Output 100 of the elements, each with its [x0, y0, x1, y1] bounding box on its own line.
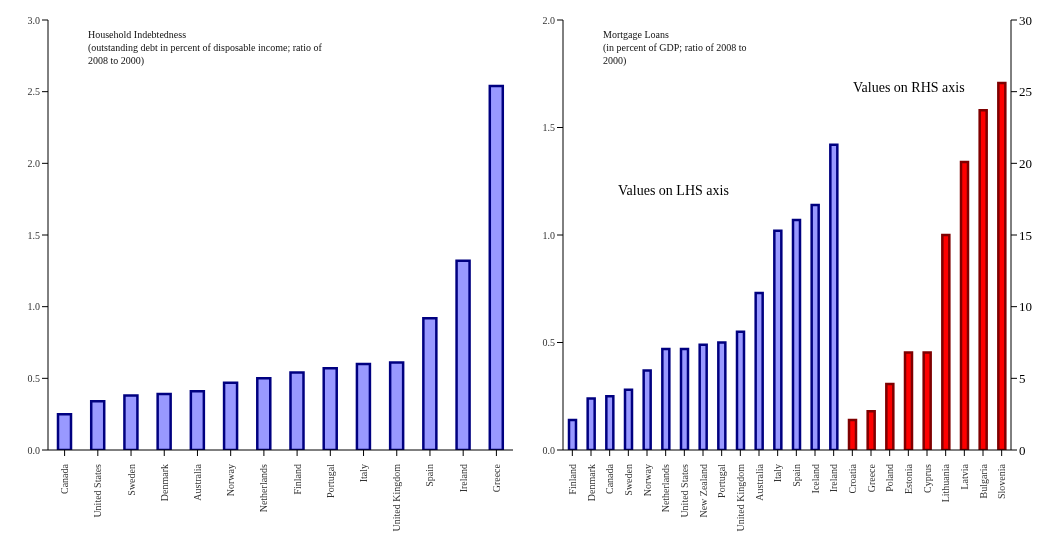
bar: [922, 351, 932, 450]
y-tick-label: 1.5: [542, 122, 555, 134]
bar: [791, 218, 802, 450]
bar: [605, 395, 615, 450]
y-tick-label: 1.0: [27, 301, 40, 313]
bar: [623, 388, 634, 450]
bar: [829, 143, 839, 450]
bar: [123, 394, 139, 450]
bar: [156, 392, 172, 450]
bar: [222, 381, 239, 450]
bar: [885, 382, 895, 450]
x-tick-label: Poland: [884, 464, 896, 492]
x-tick-label: Estonia: [902, 463, 914, 494]
y-tick-label: 1.5: [27, 229, 40, 241]
bar: [735, 330, 746, 450]
x-tick-label: Greece: [490, 463, 502, 493]
y-tick-label: 2.0: [542, 14, 555, 26]
bar: [488, 84, 505, 450]
x-tick-label: Norway: [641, 464, 653, 497]
x-tick-label: United States: [92, 463, 104, 518]
annotation: Values on LHS axis: [618, 183, 729, 199]
x-tick-label: Bulgaria: [977, 463, 989, 499]
y-tick-label: 0.5: [542, 337, 555, 349]
y2-tick-label: 25: [1019, 84, 1032, 100]
bar: [642, 369, 652, 450]
x-tick-label: Croatia: [846, 463, 858, 494]
text: Mortgage Loans: [603, 28, 670, 41]
y2-tick-label: 20: [1019, 155, 1032, 171]
bar: [661, 347, 671, 450]
text: Household Indebtedness: [88, 28, 188, 41]
x-tick-label: Italy: [772, 464, 784, 483]
y-tick-label: 0.5: [27, 372, 40, 384]
y-tick-label: 2.0: [27, 157, 40, 169]
y2-tick-label: 10: [1019, 299, 1032, 315]
x-tick-label: Finland: [291, 464, 303, 495]
y-tick-label: 0.0: [27, 444, 40, 456]
bar: [189, 389, 206, 450]
x-tick-label: Greece: [865, 463, 877, 493]
text: (outstanding debt in percent of disposable income; ratio of 2008 to 2000): [88, 41, 323, 67]
y-tick-label: 1.0: [542, 229, 555, 241]
x-tick-label: Canada: [604, 463, 616, 494]
bar: [322, 367, 338, 450]
y-tick-label: 3.0: [27, 14, 40, 26]
x-tick-label: United Kingdom: [391, 463, 403, 532]
x-tick-label: Latvia: [958, 463, 970, 490]
x-tick-label: Sweden: [125, 464, 137, 496]
bar: [810, 203, 820, 450]
x-tick-label: Spain: [790, 464, 802, 487]
bar: [56, 412, 73, 450]
y2-tick-label: 15: [1019, 227, 1032, 243]
x-tick-label: Slovenia: [996, 463, 1008, 499]
x-tick-label: Iceland: [809, 464, 821, 494]
bar: [422, 316, 438, 450]
x-tick-label: Australia: [191, 463, 203, 501]
bar: [903, 351, 914, 450]
x-tick-label: Canada: [59, 463, 71, 494]
x-tick-label: Sweden: [622, 464, 634, 496]
bar: [698, 343, 708, 450]
bar: [773, 229, 783, 450]
x-tick-label: Denmark: [585, 464, 597, 502]
x-tick-label: New Zealand: [697, 464, 709, 518]
text: (in percent of GDP; ratio of 2008 to 2000): [603, 41, 748, 67]
y2-tick-label: 0: [1019, 442, 1026, 458]
y-tick-label: 2.5: [27, 86, 40, 98]
y-tick-label: 0.0: [542, 444, 555, 456]
x-tick-label: Denmark: [158, 464, 170, 502]
x-tick-label: Norway: [225, 464, 237, 497]
x-tick-label: United States: [678, 463, 690, 518]
x-tick-label: Portugal: [324, 463, 336, 498]
y2-tick-label: 30: [1019, 12, 1032, 28]
bar: [997, 81, 1007, 450]
x-tick-label: Portugal: [716, 463, 728, 498]
x-tick-label: United Kingdom: [734, 463, 746, 532]
bar: [89, 400, 106, 450]
bar: [941, 233, 951, 450]
x-tick-label: Italy: [358, 464, 370, 483]
bar: [256, 377, 272, 450]
x-tick-label: Netherlands: [660, 463, 672, 513]
bar: [388, 361, 405, 450]
bar: [978, 109, 988, 450]
bar: [455, 259, 471, 450]
x-tick-label: Ireland: [457, 464, 469, 493]
x-tick-label: Finland: [566, 464, 578, 495]
bar: [586, 397, 596, 450]
y2-tick-label: 5: [1019, 370, 1026, 386]
x-tick-label: Cyprus: [921, 463, 933, 493]
bar: [959, 160, 970, 450]
x-tick-label: Australia: [753, 463, 765, 501]
bar: [567, 418, 578, 450]
bar: [289, 371, 305, 450]
x-tick-label: Netherlands: [258, 463, 270, 513]
bar: [847, 418, 858, 450]
bar: [866, 410, 876, 450]
bar: [355, 362, 372, 450]
bar: [679, 347, 690, 450]
x-tick-label: Spain: [424, 464, 436, 487]
bar: [717, 341, 727, 450]
x-tick-label: Ireland: [828, 464, 840, 493]
annotation: Values on RHS axis: [853, 80, 965, 96]
x-tick-label: Lithuania: [940, 463, 952, 503]
